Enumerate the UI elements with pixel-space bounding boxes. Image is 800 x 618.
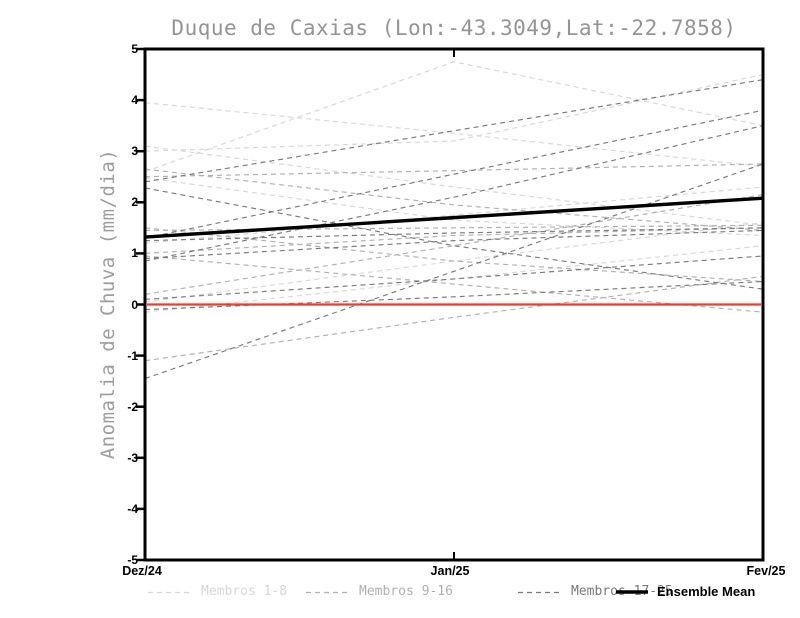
legend: Membros 1-8 Membros 9-16 Membros 17-25 E… [0,583,800,603]
y-tick-label: -2 [127,399,138,414]
member-line [144,73,764,152]
y-tick-label: -4 [127,501,138,516]
member-line [144,125,764,262]
legend-label: Membros 9-16 [359,584,453,599]
y-tick-label: -5 [127,553,138,567]
member-line [144,102,764,168]
solid-line-swatch [616,590,648,594]
legend-label: Ensemble Mean [657,584,756,599]
y-tick-label: -1 [127,348,138,363]
legend-label: Membros 1-8 [201,584,288,599]
legend-item-ensemble-mean: Ensemble Mean [616,583,755,601]
member-line [144,227,764,254]
member-line [144,186,764,244]
member-line [144,222,764,303]
member-line [144,163,764,380]
dashed-line-swatch [306,591,350,593]
y-tick-label: 5 [131,42,138,56]
y-tick-label: 0 [131,297,138,312]
ensemble-mean-line [144,196,764,239]
member-line [144,227,764,242]
y-tick-label: 1 [131,246,138,261]
y-tick-label: 4 [131,93,138,108]
member-line [144,61,764,173]
y-tick-label: -3 [127,450,138,465]
axis-frame [143,47,765,562]
x-tick-label: Dez/24 [122,564,162,578]
legend-item-membros-1-8: Membros 1-8 [148,583,287,601]
x-tick-label: Jan/25 [430,564,470,578]
member-line [144,145,764,226]
dashed-line-swatch [518,591,562,593]
member-line [144,163,764,178]
y-tick-label: 3 [131,144,138,159]
member-line [144,255,764,300]
chart-title: Duque de Caxias (Lon:-43.3049,Lat:-22.78… [171,16,737,40]
member-line [144,275,764,362]
member-line [144,255,764,313]
member-line [144,177,764,237]
member-line [144,168,764,231]
x-tick-label: Fev/25 [746,564,786,578]
member-line [144,187,764,290]
dashed-line-swatch [148,591,192,593]
y-tick-label: 2 [131,195,138,210]
member-line [144,229,764,260]
member-line [144,109,764,239]
legend-item-membros-9-16: Membros 9-16 [306,583,453,601]
